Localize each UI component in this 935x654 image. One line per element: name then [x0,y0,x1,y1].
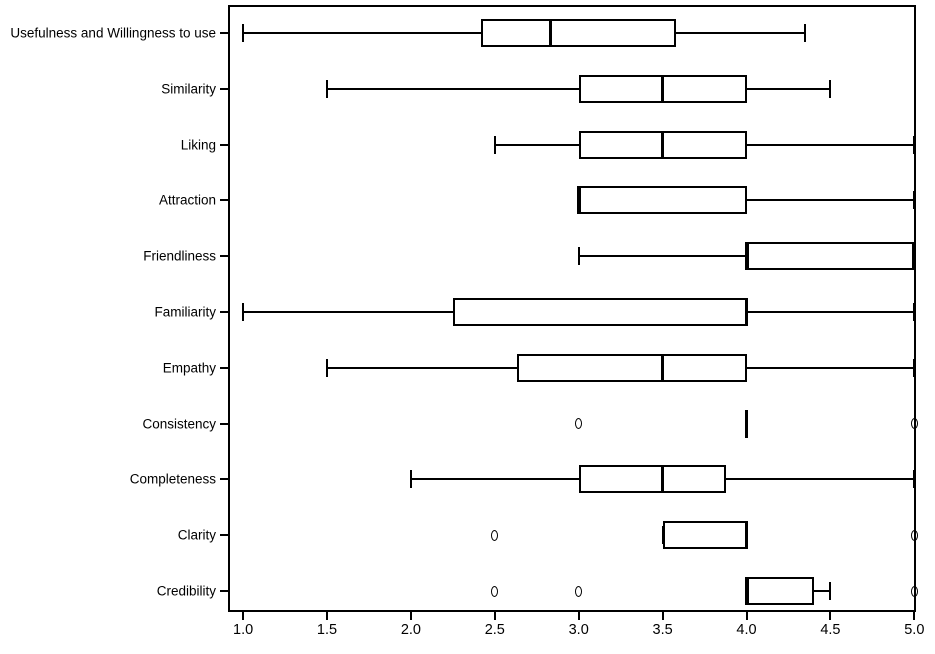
x-tick [493,612,496,620]
outlier-marker [575,418,583,430]
x-tick-label: 2.5 [484,622,505,638]
x-tick-label: 3.0 [568,622,589,638]
y-axis-label: Credibility [156,583,216,599]
degenerate-box [745,409,749,438]
x-tick-label: 4.0 [736,622,757,638]
whisker-cap [804,24,807,42]
y-tick [220,32,228,34]
y-tick [220,366,228,369]
box [746,242,915,271]
y-tick [220,87,228,90]
x-tick [409,612,412,620]
median-line [745,298,749,326]
x-tick-label: 1.5 [316,622,338,638]
y-axis-label: Completeness [129,471,216,487]
box [578,465,727,494]
x-tick [577,612,580,620]
median-line [661,74,665,103]
y-tick [220,143,228,146]
whisker-cap [493,135,496,154]
x-tick [242,612,245,620]
y-axis-label: Attraction [158,192,216,208]
median-line [661,465,665,494]
outlier-marker [910,585,918,597]
y-tick [220,478,228,481]
box [578,186,747,215]
box [452,298,747,326]
whisker-cap [913,247,916,266]
outlier-marker [575,585,583,597]
whisker-cap [577,247,580,266]
whisker-cap [913,191,916,210]
x-tick-label: 5.0 [904,622,925,638]
median-line [745,577,749,605]
x-tick-label: 1.0 [233,622,254,638]
whisker-cap [242,303,245,321]
y-axis-label: Usefulness and Willingness to use [10,25,216,41]
x-tick-label: 4.5 [820,622,841,638]
y-axis-label: Clarity [177,527,216,543]
median-line [661,353,665,382]
y-axis-label: Similarity [161,81,216,97]
whisker-cap [913,358,916,377]
whisker-cap [913,303,916,321]
outlier-marker [910,418,918,430]
box [481,19,677,47]
median-line [661,130,665,159]
x-tick-label: 3.5 [652,622,673,638]
y-tick [220,311,228,313]
y-axis-label: Friendliness [143,248,216,264]
median-line [548,19,552,47]
whisker-cap [242,24,245,42]
box [516,353,747,382]
whisker-cap [829,79,832,98]
y-axis-label: Empathy [162,360,216,376]
box [662,521,747,550]
median-line [745,521,749,550]
whisker-line [578,199,915,202]
y-axis-label: Consistency [142,415,216,431]
x-tick-label: 2.0 [400,622,421,638]
box [746,577,814,605]
whisker-cap [326,79,328,98]
y-axis-label: Liking [180,136,216,152]
y-tick [220,590,228,592]
y-tick [220,255,228,258]
y-tick [220,422,228,425]
whisker-cap [829,582,832,600]
outlier-marker [910,529,918,541]
whisker-cap [913,135,916,154]
y-tick [220,534,228,537]
y-tick [220,199,228,202]
x-tick [745,612,748,620]
whisker-cap [326,358,328,377]
x-tick [913,612,916,620]
x-tick [326,612,328,620]
y-axis-label: Familiarity [154,304,216,320]
median-line [577,186,581,215]
x-tick [829,612,832,620]
x-tick [661,612,664,620]
whisker-cap [409,470,412,489]
median-line [745,242,749,271]
whisker-cap [913,470,916,489]
outlier-marker [491,529,499,541]
outlier-marker [491,585,499,597]
